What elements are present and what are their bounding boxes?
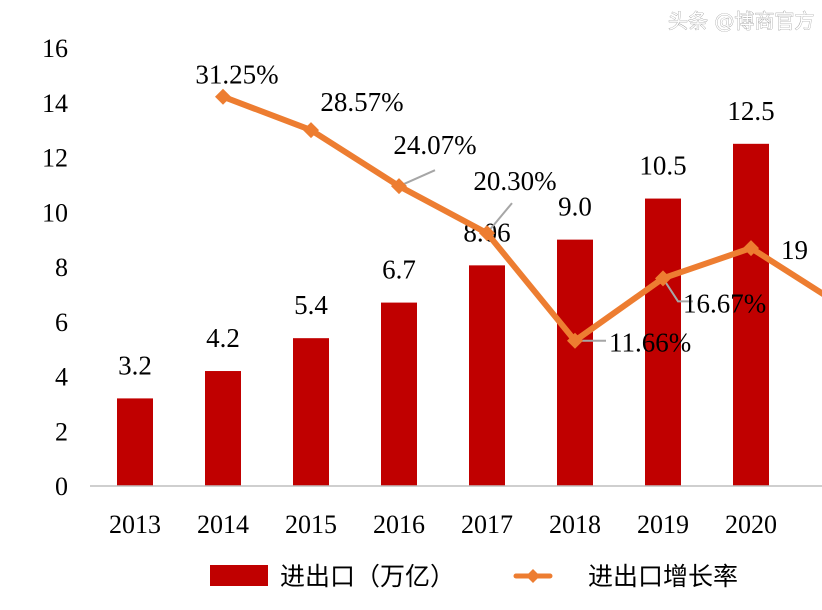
bar-2015 xyxy=(293,338,329,486)
legend-diamond-icon xyxy=(526,569,540,583)
x-tick-label: 2017 xyxy=(461,510,513,539)
growth-marker-2015 xyxy=(303,122,319,139)
y-tick-label: 10 xyxy=(42,198,68,227)
growth-marker-2019 xyxy=(655,270,671,287)
leader-line xyxy=(662,277,693,303)
growth-label-2014: 31.25% xyxy=(195,60,278,90)
growth-line xyxy=(215,88,822,349)
x-tick-label: 2014 xyxy=(197,510,249,539)
legend-label-line: 进出口增长率 xyxy=(588,563,738,591)
bar-2020 xyxy=(733,143,769,486)
bar-label-2020: 12.5 xyxy=(727,96,774,126)
legend-swatch-bar xyxy=(210,565,268,586)
y-tick-label: 4 xyxy=(55,363,68,392)
x-tick-label: 2015 xyxy=(285,510,337,539)
bar-data-labels: 3.24.25.46.78.069.010.512.5 xyxy=(118,96,775,381)
line-data-labels: 31.25% 28.57% 24.07% 20.30% 11.66% 16.67% 19 xyxy=(195,60,808,358)
y-tick-label: 0 xyxy=(55,472,68,501)
leader-line xyxy=(486,202,513,234)
x-tick-label: 2016 xyxy=(373,510,425,539)
y-tick-label: 16 xyxy=(42,34,68,63)
y-tick-label: 12 xyxy=(42,144,68,173)
growth-marker-2016 xyxy=(391,178,407,195)
growth-label-2017: 20.30% xyxy=(473,166,556,196)
growth-label-2018: 11.66% xyxy=(609,328,691,358)
growth-label-2016: 24.07% xyxy=(393,130,476,160)
bar-label-2018: 9.0 xyxy=(558,192,592,222)
x-tick-label: 2018 xyxy=(549,510,601,539)
growth-line-path xyxy=(221,93,822,344)
leader-line xyxy=(398,169,436,188)
growth-label-2015: 28.57% xyxy=(320,87,403,117)
y-axis-ticks: 0 2 4 6 8 10 12 14 16 xyxy=(42,34,68,501)
growth-marker-2018 xyxy=(567,332,583,349)
watermark: 头条 @博商官方 xyxy=(668,9,814,33)
growth-label-2019: 16.67% xyxy=(683,288,766,318)
y-tick-label: 8 xyxy=(55,253,68,282)
bar-2016 xyxy=(381,302,417,486)
legend: 进出口（万亿） 进出口增长率 xyxy=(210,563,738,591)
y-tick-label: 2 xyxy=(55,417,68,446)
x-tick-label: 2013 xyxy=(109,510,161,539)
bar-2019 xyxy=(645,198,681,486)
bar-2014 xyxy=(205,371,241,486)
bar-label-2014: 4.2 xyxy=(206,323,240,353)
legend-label-bar: 进出口（万亿） xyxy=(280,563,455,591)
growth-label-2020: 19 xyxy=(781,235,808,265)
bar-label-2016: 6.7 xyxy=(382,255,416,285)
bar-2018 xyxy=(557,239,593,486)
bar-label-2015: 5.4 xyxy=(294,290,328,320)
bar-label-2013: 3.2 xyxy=(118,350,152,380)
growth-marker-2020 xyxy=(743,240,759,257)
x-axis-ticks: 201320142015201620172018201920202 xyxy=(109,510,777,539)
bar-2017 xyxy=(469,265,505,486)
growth-marker-2017 xyxy=(479,225,495,242)
y-tick-label: 6 xyxy=(55,308,68,337)
x-tick-label: 2019 xyxy=(637,510,689,539)
growth-marker-2014 xyxy=(215,88,231,105)
bar-2013 xyxy=(117,398,153,486)
bar-label-2019: 10.5 xyxy=(639,151,686,181)
y-tick-label: 14 xyxy=(42,89,68,118)
x-tick-label: 2020 xyxy=(725,510,777,539)
bars xyxy=(117,143,769,486)
